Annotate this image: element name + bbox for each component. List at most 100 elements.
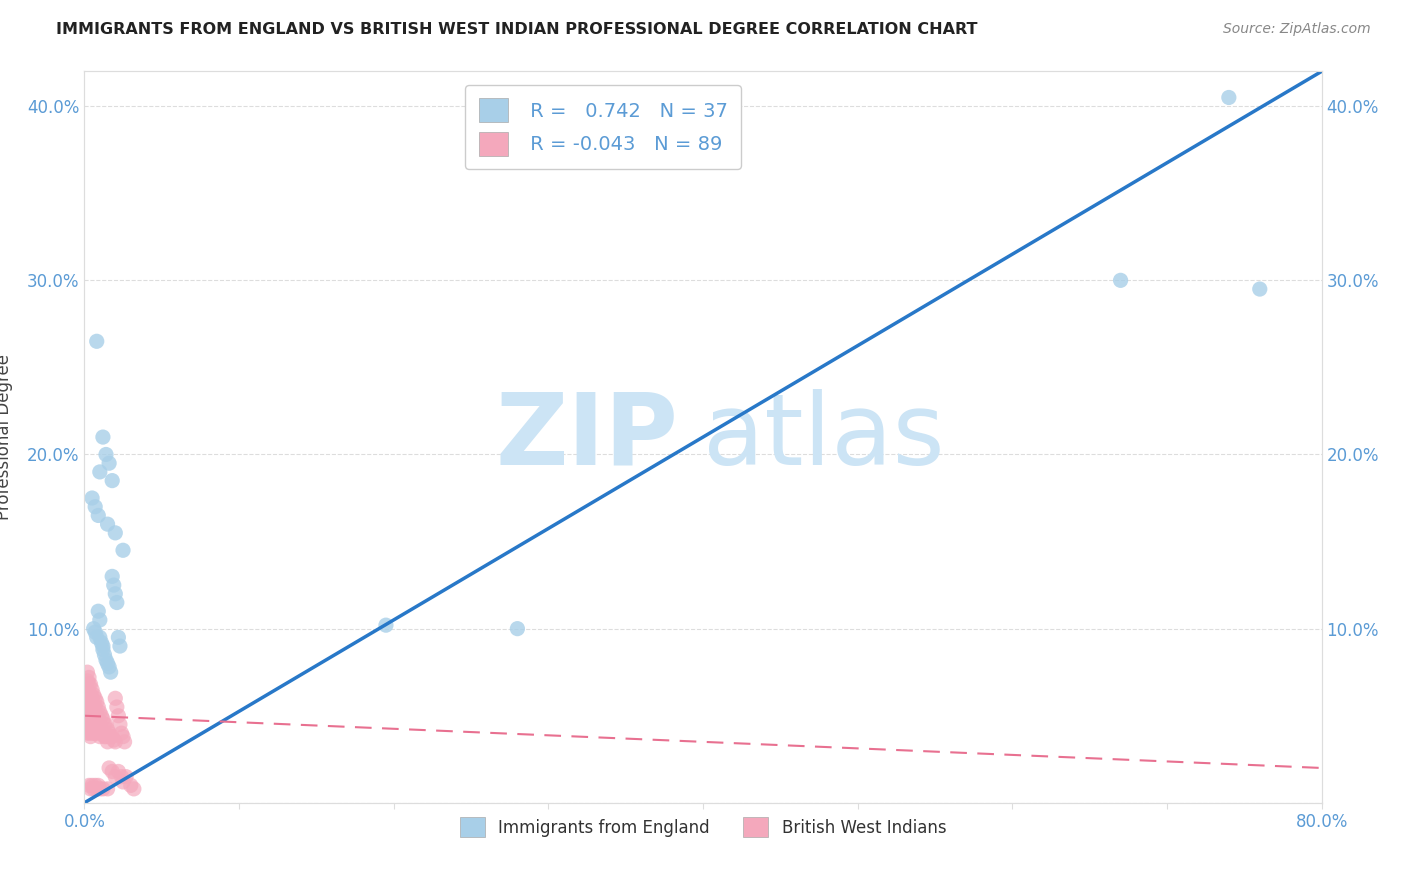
Point	[94, 730, 117, 744]
Point	[87, 778, 110, 792]
Point	[91, 781, 114, 796]
Point	[91, 726, 114, 740]
Point	[90, 723, 112, 737]
Point	[82, 726, 104, 740]
Point	[77, 778, 100, 792]
Point	[89, 465, 111, 479]
Point	[96, 517, 118, 532]
Point	[82, 691, 104, 706]
Point	[110, 726, 132, 740]
Point	[86, 695, 108, 709]
Point	[120, 778, 142, 792]
Point	[108, 717, 131, 731]
Point	[76, 717, 98, 731]
Point	[98, 761, 121, 775]
Point	[79, 781, 101, 796]
Point	[104, 770, 127, 784]
Point	[79, 730, 101, 744]
Point	[91, 430, 114, 444]
Point	[94, 653, 117, 667]
Legend: Immigrants from England, British West Indians: Immigrants from England, British West In…	[451, 809, 955, 846]
Point	[90, 635, 112, 649]
Point	[122, 781, 145, 796]
Point	[107, 708, 129, 723]
Point	[77, 712, 100, 726]
Point	[86, 334, 108, 349]
Point	[77, 670, 100, 684]
Point	[76, 708, 98, 723]
Point	[82, 778, 104, 792]
Point	[101, 764, 124, 779]
Point	[84, 691, 107, 706]
Point	[1218, 90, 1240, 104]
Point	[105, 700, 128, 714]
Point	[96, 735, 118, 749]
Point	[107, 631, 129, 645]
Point	[75, 677, 97, 691]
Point	[96, 781, 118, 796]
Point	[112, 775, 135, 789]
Point	[93, 730, 115, 744]
Point	[86, 631, 108, 645]
Point	[89, 705, 111, 719]
Point	[86, 708, 108, 723]
Point	[110, 770, 132, 784]
Point	[76, 682, 98, 697]
Point	[76, 726, 98, 740]
Point	[82, 682, 104, 697]
Point	[79, 717, 101, 731]
Point	[82, 491, 104, 505]
Point	[87, 712, 110, 726]
Point	[1249, 282, 1271, 296]
Point	[84, 778, 107, 792]
Point	[84, 625, 107, 640]
Point	[89, 631, 111, 645]
Point	[91, 639, 114, 653]
Point	[84, 700, 107, 714]
Point	[82, 712, 104, 726]
Point	[86, 723, 108, 737]
Point	[104, 735, 127, 749]
Point	[104, 525, 127, 540]
Point	[101, 474, 124, 488]
Point	[76, 665, 98, 680]
Point	[103, 578, 125, 592]
Point	[76, 691, 98, 706]
Point	[75, 691, 97, 706]
Point	[87, 508, 110, 523]
Point	[100, 730, 122, 744]
Point	[98, 456, 121, 470]
Point	[108, 639, 131, 653]
Point	[83, 622, 105, 636]
Text: IMMIGRANTS FROM ENGLAND VS BRITISH WEST INDIAN PROFESSIONAL DEGREE CORRELATION C: IMMIGRANTS FROM ENGLAND VS BRITISH WEST …	[56, 22, 977, 37]
Point	[506, 622, 529, 636]
Point	[77, 726, 100, 740]
Text: ZIP: ZIP	[495, 389, 678, 485]
Point	[1109, 273, 1132, 287]
Point	[75, 700, 97, 714]
Point	[79, 700, 101, 714]
Point	[112, 543, 135, 558]
Point	[83, 700, 105, 714]
Point	[91, 642, 114, 657]
Point	[94, 717, 117, 731]
Point	[115, 770, 138, 784]
Point	[84, 500, 107, 514]
Point	[83, 781, 105, 796]
Point	[77, 677, 100, 691]
Point	[100, 665, 122, 680]
Point	[77, 695, 100, 709]
Point	[103, 733, 125, 747]
Point	[86, 781, 108, 796]
Point	[77, 688, 100, 702]
Point	[91, 712, 114, 726]
Point	[76, 700, 98, 714]
Y-axis label: Professional Degree: Professional Degree	[0, 354, 13, 520]
Point	[75, 717, 97, 731]
Point	[105, 595, 128, 609]
Point	[83, 712, 105, 726]
Point	[98, 726, 121, 740]
Point	[89, 730, 111, 744]
Point	[104, 587, 127, 601]
Point	[89, 613, 111, 627]
